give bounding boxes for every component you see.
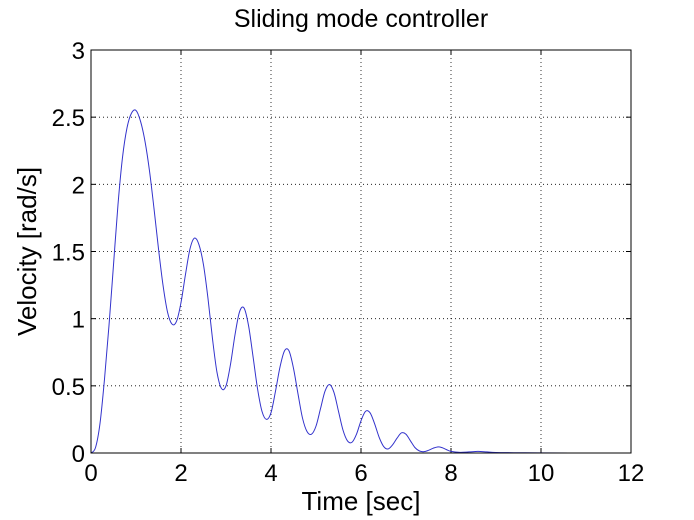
x-tick-label: 2 bbox=[174, 460, 187, 487]
chart-title: Sliding mode controller bbox=[234, 5, 488, 33]
y-tick-label: 1.5 bbox=[52, 240, 85, 267]
series-layer bbox=[90, 109, 632, 454]
y-tick-label: 2.5 bbox=[52, 105, 85, 132]
x-tick-label: 8 bbox=[444, 460, 457, 487]
x-tick-label: 12 bbox=[618, 460, 645, 487]
plot-area-frame bbox=[90, 49, 632, 454]
x-axis-label: Time [sec] bbox=[302, 486, 421, 516]
y-tick-label: 3 bbox=[72, 38, 85, 65]
y-tick-label: 2 bbox=[72, 172, 85, 199]
x-tick-label: 6 bbox=[354, 460, 367, 487]
y-tick-label: 1 bbox=[72, 307, 85, 334]
x-tick-label: 10 bbox=[528, 460, 555, 487]
y-axis-label: Velocity [rad/s] bbox=[12, 167, 42, 336]
velocity-series-line bbox=[90, 109, 632, 454]
tick-labels: 0 2 4 6 8 10 12 0 0.5 1 1.5 2 2.5 3 bbox=[52, 38, 645, 487]
y-tick-label: 0.5 bbox=[52, 374, 85, 401]
x-tick-label: 4 bbox=[264, 460, 277, 487]
y-tick-label: 0 bbox=[72, 441, 85, 468]
x-tick-label: 0 bbox=[84, 460, 97, 487]
